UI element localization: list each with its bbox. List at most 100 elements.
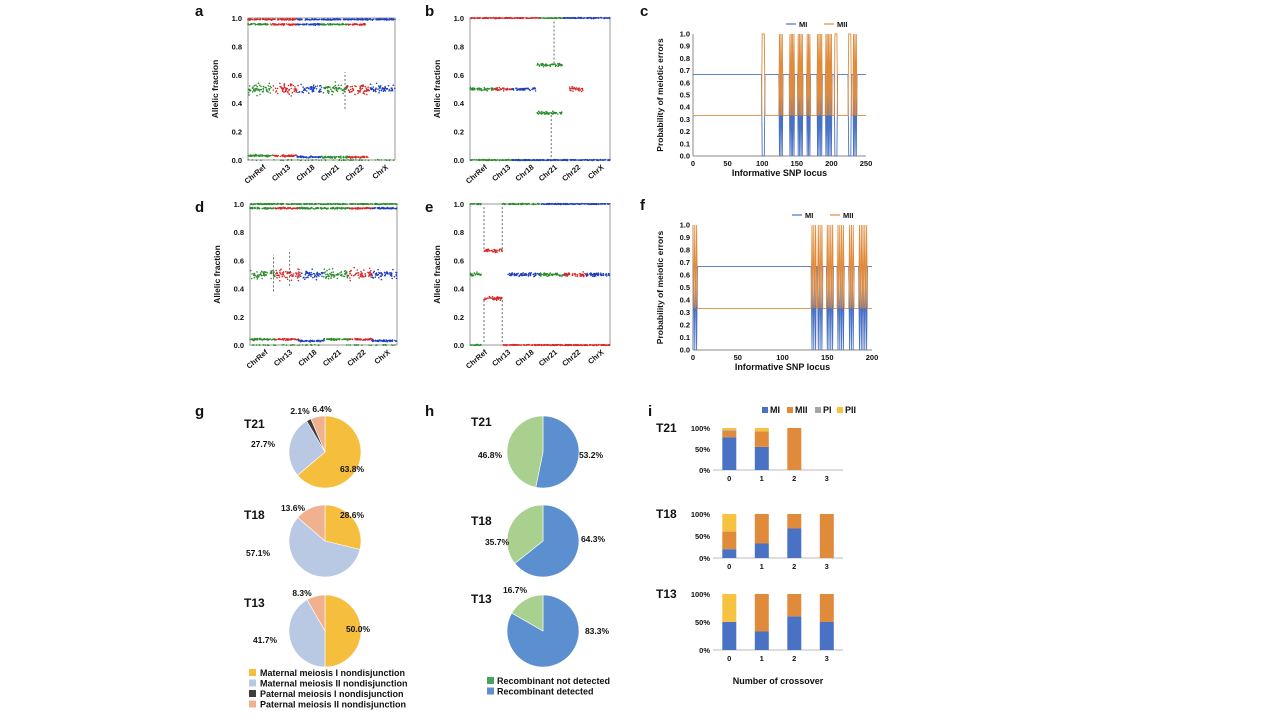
data-point xyxy=(316,85,319,87)
x-tick-label: Chr18 xyxy=(296,348,318,369)
data-point xyxy=(540,344,542,346)
data-point xyxy=(313,340,316,343)
data-point xyxy=(332,91,335,93)
data-point xyxy=(592,17,595,20)
data-point xyxy=(586,344,589,347)
data-point xyxy=(529,274,532,277)
data-point xyxy=(576,88,579,90)
data-point xyxy=(557,63,559,65)
data-point xyxy=(262,87,265,90)
data-point xyxy=(500,297,502,300)
data-point xyxy=(299,156,301,158)
data-point xyxy=(285,344,288,347)
data-point xyxy=(253,274,255,277)
data-point xyxy=(268,82,271,85)
data-point xyxy=(378,159,381,161)
data-point xyxy=(295,273,298,276)
data-point xyxy=(478,158,481,161)
data-point xyxy=(271,203,274,206)
x-tick-label: Chr21 xyxy=(537,348,559,369)
data-point xyxy=(539,272,542,274)
bar-segment-MI xyxy=(722,622,737,650)
data-point xyxy=(262,203,265,205)
data-point xyxy=(595,203,598,206)
data-point xyxy=(358,207,361,210)
data-point xyxy=(601,344,604,346)
data-point xyxy=(380,271,383,274)
data-point xyxy=(371,19,374,21)
data-point xyxy=(530,16,533,19)
data-point xyxy=(352,274,355,277)
data-point xyxy=(329,338,332,341)
data-point xyxy=(384,87,387,89)
data-point xyxy=(278,207,280,210)
data-point xyxy=(264,86,266,89)
y-tick-label: 1.0 xyxy=(680,30,690,39)
data-point xyxy=(501,250,503,253)
data-point xyxy=(554,202,557,205)
data-point xyxy=(366,88,368,91)
data-point xyxy=(361,87,364,90)
x-tick-label: 3 xyxy=(825,654,829,663)
data-point xyxy=(349,338,351,340)
data-point xyxy=(302,89,305,92)
data-point xyxy=(375,203,378,205)
data-point xyxy=(321,155,323,158)
data-point xyxy=(528,344,531,346)
data-point xyxy=(394,339,396,342)
data-point xyxy=(262,89,265,91)
data-point xyxy=(293,344,296,346)
data-point xyxy=(380,278,383,281)
data-point xyxy=(267,344,269,346)
data-point xyxy=(578,272,581,275)
data-point xyxy=(350,18,353,21)
slice-label: 16.7% xyxy=(503,585,528,595)
data-point xyxy=(500,248,502,250)
legend-label-PII: PII xyxy=(845,405,856,415)
data-point xyxy=(476,271,478,273)
data-point xyxy=(249,154,252,156)
data-point xyxy=(326,273,329,276)
data-point xyxy=(479,344,481,346)
data-point xyxy=(603,343,606,346)
data-point xyxy=(313,87,316,90)
data-point xyxy=(274,344,277,347)
data-point xyxy=(267,85,270,87)
bar-segment-MI xyxy=(819,622,834,650)
data-point xyxy=(299,275,302,278)
data-point xyxy=(526,17,529,19)
data-point xyxy=(559,112,562,115)
data-point xyxy=(263,344,265,346)
data-point xyxy=(310,203,312,205)
data-point xyxy=(480,88,483,90)
data-point xyxy=(298,268,300,271)
data-point xyxy=(393,203,396,205)
data-point xyxy=(279,280,281,282)
series-line-MII xyxy=(693,33,866,116)
data-point xyxy=(340,88,342,90)
data-point xyxy=(540,275,542,277)
data-point xyxy=(336,277,339,280)
data-point xyxy=(307,92,310,94)
data-point xyxy=(330,277,332,279)
data-point xyxy=(354,18,356,21)
bar-segment-MI xyxy=(754,543,769,558)
x-tick-label: ChrX xyxy=(371,163,391,181)
data-point xyxy=(306,90,308,92)
data-point xyxy=(491,251,494,253)
legend-swatch xyxy=(249,669,256,676)
data-point xyxy=(301,206,304,209)
data-point xyxy=(485,17,487,19)
data-point xyxy=(309,341,311,343)
data-point xyxy=(520,203,522,205)
data-point xyxy=(514,17,516,20)
group-label-T18: T18 xyxy=(656,507,677,521)
data-point xyxy=(372,277,375,279)
data-point xyxy=(542,203,545,205)
data-point xyxy=(343,88,345,91)
data-point xyxy=(320,272,323,274)
data-point xyxy=(536,203,539,205)
data-point xyxy=(470,159,473,161)
data-point xyxy=(392,19,395,21)
